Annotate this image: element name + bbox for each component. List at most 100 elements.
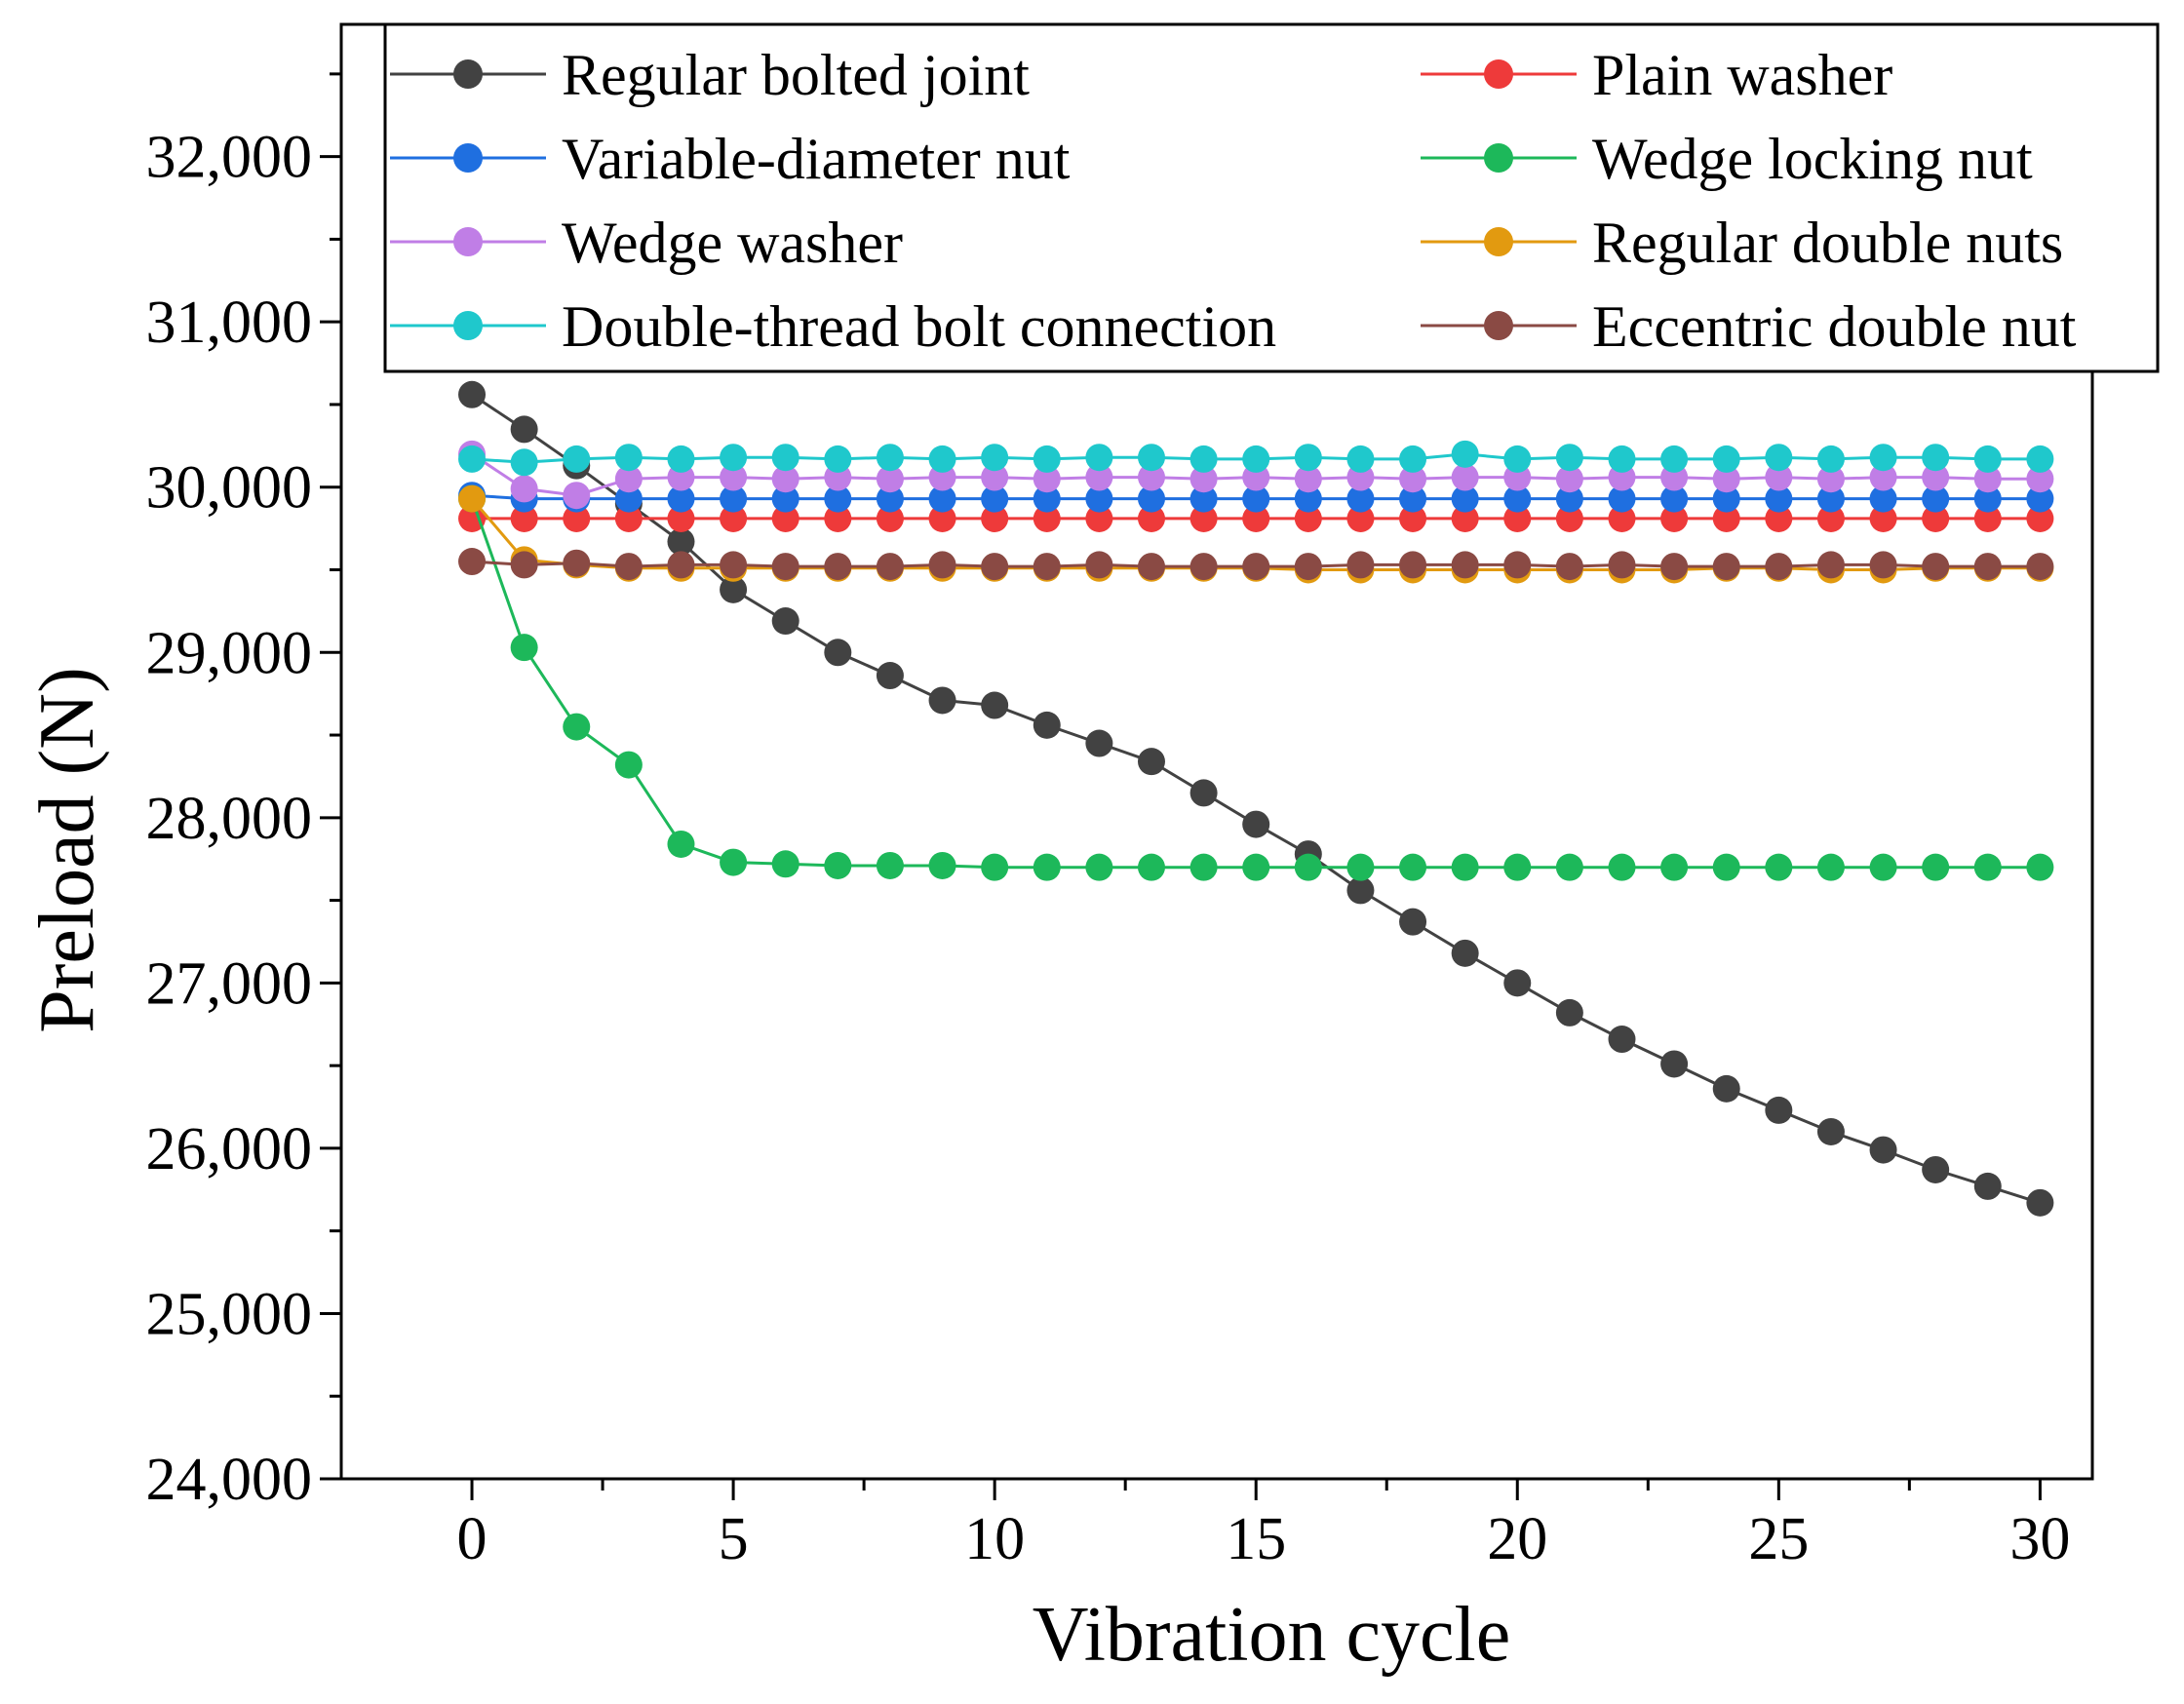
data-point bbox=[1242, 553, 1270, 581]
data-point bbox=[2026, 553, 2054, 581]
data-point bbox=[510, 634, 538, 662]
data-point bbox=[1399, 908, 1427, 936]
data-point bbox=[928, 484, 956, 513]
data-point bbox=[1555, 484, 1583, 513]
data-point bbox=[1608, 504, 1636, 532]
data-point bbox=[1190, 484, 1218, 513]
y-tick-label: 32,000 bbox=[146, 125, 313, 191]
data-point bbox=[1137, 463, 1165, 491]
data-point bbox=[1451, 463, 1479, 491]
y-tick-label: 30,000 bbox=[146, 455, 313, 522]
data-point bbox=[1137, 484, 1165, 513]
data-point bbox=[1399, 853, 1427, 881]
data-point bbox=[1294, 465, 1322, 493]
data-point bbox=[510, 551, 538, 579]
x-tick-label: 10 bbox=[964, 1506, 1025, 1572]
data-point bbox=[928, 504, 956, 532]
data-point bbox=[1033, 504, 1061, 532]
data-point bbox=[2026, 445, 2054, 473]
data-point bbox=[1294, 553, 1322, 581]
data-point bbox=[1660, 504, 1689, 532]
data-point bbox=[1816, 465, 1845, 493]
data-point bbox=[458, 548, 487, 576]
data-point bbox=[1033, 711, 1061, 739]
data-point bbox=[614, 553, 643, 581]
data-point bbox=[1555, 998, 1583, 1026]
data-point bbox=[510, 475, 538, 503]
data-point bbox=[1922, 463, 1950, 491]
data-point bbox=[981, 484, 1009, 513]
data-point bbox=[981, 463, 1009, 491]
data-point bbox=[1712, 465, 1740, 493]
data-point bbox=[1765, 444, 1793, 472]
data-point bbox=[458, 504, 487, 532]
data-point bbox=[563, 504, 591, 532]
data-point bbox=[876, 553, 904, 581]
data-point bbox=[1608, 853, 1636, 881]
legend-item: Eccentric double nut bbox=[1421, 294, 2077, 359]
data-point bbox=[771, 553, 800, 581]
legend-label: Variable-diameter nut bbox=[562, 127, 1071, 191]
data-point bbox=[720, 504, 748, 532]
data-point bbox=[771, 484, 800, 513]
data-point bbox=[667, 504, 695, 532]
data-point bbox=[1399, 465, 1427, 493]
data-point bbox=[876, 662, 904, 690]
series-layer bbox=[458, 380, 2054, 1217]
data-point bbox=[1242, 445, 1270, 473]
data-point bbox=[1190, 465, 1218, 493]
data-point bbox=[563, 445, 591, 473]
data-point bbox=[928, 445, 956, 473]
data-point bbox=[667, 830, 695, 858]
data-point bbox=[981, 691, 1009, 719]
data-point bbox=[1294, 853, 1322, 881]
y-tick-label: 29,000 bbox=[146, 620, 313, 686]
data-point bbox=[510, 448, 538, 477]
data-point bbox=[1085, 729, 1113, 757]
data-point bbox=[720, 848, 748, 876]
legend-marker bbox=[1484, 311, 1513, 340]
data-point bbox=[563, 713, 591, 741]
legend-label: Eccentric double nut bbox=[1592, 294, 2077, 359]
data-point bbox=[1137, 553, 1165, 581]
legend-item: Variable-diameter nut bbox=[390, 127, 1071, 191]
data-point bbox=[1765, 463, 1793, 491]
data-point bbox=[1869, 551, 1897, 579]
data-point bbox=[667, 527, 695, 556]
data-point bbox=[1816, 853, 1845, 881]
data-point bbox=[1190, 504, 1218, 532]
data-point bbox=[1085, 444, 1113, 472]
data-point bbox=[1712, 504, 1740, 532]
data-point bbox=[458, 445, 487, 473]
data-point bbox=[1973, 445, 2002, 473]
data-point bbox=[928, 551, 956, 579]
legend-label: Double-thread bolt connection bbox=[562, 294, 1276, 359]
data-point bbox=[2026, 465, 2054, 493]
data-point bbox=[1869, 463, 1897, 491]
data-point bbox=[824, 445, 852, 473]
data-point bbox=[1660, 853, 1689, 881]
data-point bbox=[1555, 853, 1583, 881]
x-tick-label: 20 bbox=[1487, 1506, 1547, 1572]
data-point bbox=[1137, 748, 1165, 776]
data-point bbox=[720, 484, 748, 513]
data-point bbox=[876, 465, 904, 493]
legend-marker bbox=[453, 59, 483, 89]
data-point bbox=[563, 549, 591, 577]
legend-item: Double-thread bolt connection bbox=[390, 294, 1276, 359]
data-point bbox=[1085, 484, 1113, 513]
data-point bbox=[614, 444, 643, 472]
data-point bbox=[824, 639, 852, 667]
legend-item: Wedge locking nut bbox=[1421, 127, 2033, 191]
data-point bbox=[1399, 445, 1427, 473]
data-point bbox=[1242, 810, 1270, 838]
data-point bbox=[510, 504, 538, 532]
data-point bbox=[1242, 853, 1270, 881]
data-point bbox=[720, 575, 748, 603]
data-point bbox=[1869, 444, 1897, 472]
data-point bbox=[1922, 553, 1950, 581]
data-point bbox=[1137, 853, 1165, 881]
data-point bbox=[1816, 504, 1845, 532]
data-point bbox=[1033, 445, 1061, 473]
legend-marker bbox=[1484, 143, 1513, 173]
